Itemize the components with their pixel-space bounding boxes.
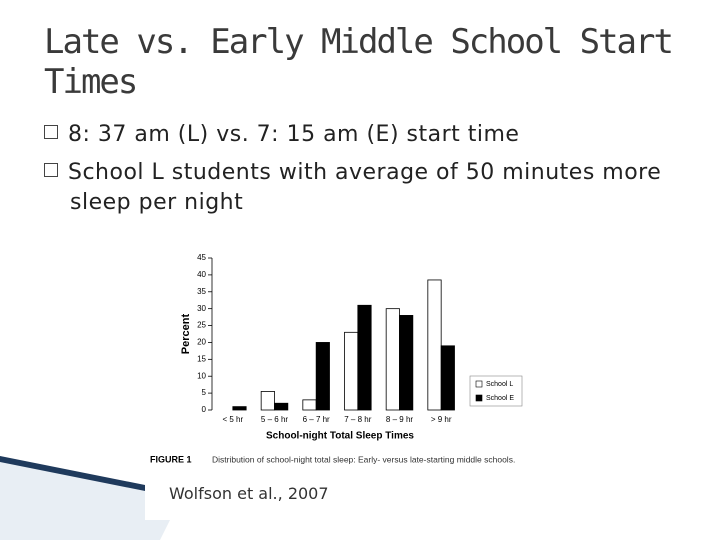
- bullet-text: School L students with average of 50 min…: [68, 160, 662, 215]
- y-tick-label: 10: [197, 371, 206, 380]
- bullet-text: 8: 37 am (L) vs. 7: 15 am (E) start time: [68, 122, 520, 147]
- x-tick-label: < 5 hr: [222, 415, 243, 424]
- y-tick-label: 45: [197, 253, 206, 262]
- y-tick-label: 25: [197, 321, 206, 330]
- decoration: [0, 456, 160, 492]
- caption-label: FIGURE 1: [150, 454, 192, 464]
- bar: [274, 402, 289, 411]
- bar: [302, 399, 317, 411]
- bar: [440, 345, 455, 411]
- legend-frame: [469, 375, 523, 407]
- legend-swatch: [475, 394, 483, 402]
- y-tick-label: 30: [197, 304, 206, 313]
- citation: Wolfson et al., 2007: [145, 470, 355, 520]
- x-tick-label: > 9 hr: [431, 415, 452, 424]
- legend-swatch: [475, 380, 483, 388]
- y-tick-label: 5: [202, 388, 207, 397]
- bar: [232, 406, 247, 411]
- y-axis-label: Percent: [180, 313, 192, 354]
- legend-label: School E: [486, 395, 514, 402]
- bullet-box: [44, 125, 58, 139]
- y-tick-label: 20: [197, 338, 206, 347]
- bar: [399, 315, 414, 411]
- y-tick-label: 40: [197, 270, 206, 279]
- y-tick-label: 0: [202, 405, 207, 414]
- caption: Distribution of school-night total sleep…: [212, 454, 515, 464]
- bar: [344, 331, 359, 411]
- y-tick-label: 35: [197, 287, 206, 296]
- legend-label: School L: [486, 381, 513, 388]
- decoration: [0, 456, 180, 540]
- bar: [357, 304, 372, 411]
- slide-title: Late vs. Early Middle School Start Times: [44, 22, 674, 102]
- x-tick-label: 7 – 8 hr: [344, 415, 371, 424]
- bullet: 8: 37 am (L) vs. 7: 15 am (E) start time: [44, 120, 519, 150]
- bullet: School L students with average of 50 min…: [44, 158, 710, 218]
- y-tick-label: 15: [197, 354, 206, 363]
- bar: [260, 391, 275, 411]
- x-axis-label: School-night Total Sleep Times: [266, 431, 414, 442]
- x-tick-label: 5 – 6 hr: [261, 415, 288, 424]
- x-tick-label: 8 – 9 hr: [386, 415, 413, 424]
- x-tick-label: 6 – 7 hr: [303, 415, 330, 424]
- bar: [385, 308, 400, 411]
- bar: [427, 279, 442, 411]
- bullet-box: [44, 163, 58, 177]
- bar: [315, 342, 330, 411]
